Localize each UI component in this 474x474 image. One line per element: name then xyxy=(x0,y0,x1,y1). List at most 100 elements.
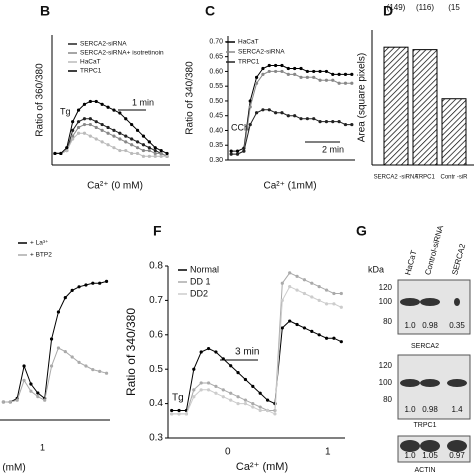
blot-label: SERCA2 xyxy=(411,343,439,350)
lane-label: SERCA2 xyxy=(450,242,467,276)
blot-label: TRPC1 xyxy=(414,422,437,429)
annotation: 2 min xyxy=(322,144,344,154)
x-tick-label: Contr -siR xyxy=(440,175,468,181)
lane-label: Control-siRNA xyxy=(423,224,445,276)
blot-image xyxy=(397,279,471,335)
y-tick-label: 0.3 xyxy=(149,433,163,444)
series-line xyxy=(3,280,107,403)
legend-label: + BTP2 xyxy=(30,252,52,259)
ratio-label: 0.98 xyxy=(422,321,438,330)
ratio-label: 1.05 xyxy=(422,451,438,460)
ratio-label: 0.97 xyxy=(449,451,465,460)
data-point xyxy=(229,152,233,156)
band xyxy=(400,379,420,387)
legend-label: Normal xyxy=(190,264,219,274)
x-axis-label: Ca²⁺ (mM) xyxy=(236,461,288,473)
data-point xyxy=(350,72,354,76)
series-line xyxy=(55,132,168,157)
y-axis-label: Ratio of 340/380 xyxy=(185,61,196,135)
band xyxy=(400,298,420,306)
data-point xyxy=(170,408,174,413)
bar xyxy=(412,49,438,166)
series-line xyxy=(171,285,342,415)
marker-label: 80 xyxy=(383,395,392,404)
legend-label: TRPC1 xyxy=(80,68,102,75)
legend-label: HaCaT xyxy=(80,59,101,66)
annotation: 1 min xyxy=(132,97,154,107)
marker-label: 120 xyxy=(379,361,393,370)
x-axis-label: (mM) xyxy=(2,463,25,474)
lane-label: HaCaT xyxy=(403,249,418,276)
band xyxy=(420,379,440,387)
panel-letter: G xyxy=(356,223,367,239)
band xyxy=(447,379,467,387)
legend-label: SERCA2-siRNA+ isotretinoin xyxy=(80,50,164,57)
count-label: (116) xyxy=(416,3,434,12)
ratio-label: 1.0 xyxy=(404,321,416,330)
legend-label: SERCA2-siRNA xyxy=(238,49,285,56)
x-tick-label: SERCA2 -siRNA xyxy=(374,175,419,181)
series-line xyxy=(55,118,168,157)
panel-letter: C xyxy=(205,3,215,19)
y-tick-label: 0.65 xyxy=(209,54,223,61)
series-line xyxy=(55,124,168,157)
y-tick-label: 0.35 xyxy=(209,142,223,149)
marker-label: 100 xyxy=(379,297,393,306)
y-tick-label: 0.40 xyxy=(209,127,223,134)
y-axis-label: Area (square pixels) xyxy=(357,53,368,142)
series-line xyxy=(55,100,168,154)
annotation: 1 xyxy=(325,447,331,458)
x-axis-label: Ca²⁺ (0 mM) xyxy=(87,181,143,192)
legend-label: DD 1 xyxy=(190,276,211,286)
marker-label: 120 xyxy=(379,283,393,292)
bar xyxy=(383,46,409,166)
panel-letter: D xyxy=(383,3,393,19)
data-point xyxy=(350,81,354,85)
annotation: Tg xyxy=(60,106,71,116)
y-tick-label: 0.45 xyxy=(209,113,223,120)
y-tick-label: 0.5 xyxy=(149,364,163,375)
panel-letter: F xyxy=(153,223,162,239)
annotation: Tg xyxy=(172,393,184,404)
y-tick-label: 0.60 xyxy=(209,68,223,75)
ratio-label: 1.0 xyxy=(404,451,416,460)
series-line xyxy=(231,65,352,152)
ratio-label: 0.35 xyxy=(449,321,465,330)
blot-image xyxy=(397,354,471,420)
band xyxy=(454,298,460,306)
x-tick-label: TRPC1 xyxy=(415,175,435,181)
legend-label: TRPC1 xyxy=(238,59,260,66)
series-line xyxy=(231,70,352,155)
legend-label: DD2 xyxy=(190,288,208,298)
x-axis-label: Ca²⁺ (1mM) xyxy=(263,181,316,192)
series-line xyxy=(171,272,342,415)
annotation: CCh xyxy=(231,122,249,132)
y-axis-label: Ratio of 360/380 xyxy=(35,63,46,137)
y-tick-label: 0.30 xyxy=(209,157,223,164)
annotation: 1 xyxy=(40,442,45,452)
y-tick-label: 0.70 xyxy=(209,39,223,46)
data-point xyxy=(350,122,354,127)
blot-label: ACTIN xyxy=(415,467,436,474)
y-tick-label: 0.7 xyxy=(149,295,163,306)
data-point xyxy=(170,412,174,416)
legend-label: SERCA2-siRNA xyxy=(80,41,127,48)
band xyxy=(420,440,440,452)
annotation: 0 xyxy=(225,447,231,458)
y-tick-label: 0.55 xyxy=(209,83,223,90)
legend-label: HaCaT xyxy=(238,39,259,46)
marker-label: 100 xyxy=(379,378,393,387)
ratio-label: 1.0 xyxy=(404,405,416,414)
y-tick-label: 0.8 xyxy=(149,261,163,272)
band xyxy=(400,440,420,452)
series-line xyxy=(171,320,342,411)
data-point xyxy=(339,291,343,296)
bar xyxy=(441,98,467,166)
count-label: (149) xyxy=(387,3,406,12)
ratio-label: 0.98 xyxy=(422,405,438,414)
y-axis-label: Ratio of 340/380 xyxy=(124,308,138,396)
legend-label: + La³⁺ xyxy=(30,240,49,247)
unit-label: kDa xyxy=(368,264,384,274)
y-tick-label: 0.6 xyxy=(149,329,163,340)
y-tick-label: 0.4 xyxy=(149,398,163,409)
